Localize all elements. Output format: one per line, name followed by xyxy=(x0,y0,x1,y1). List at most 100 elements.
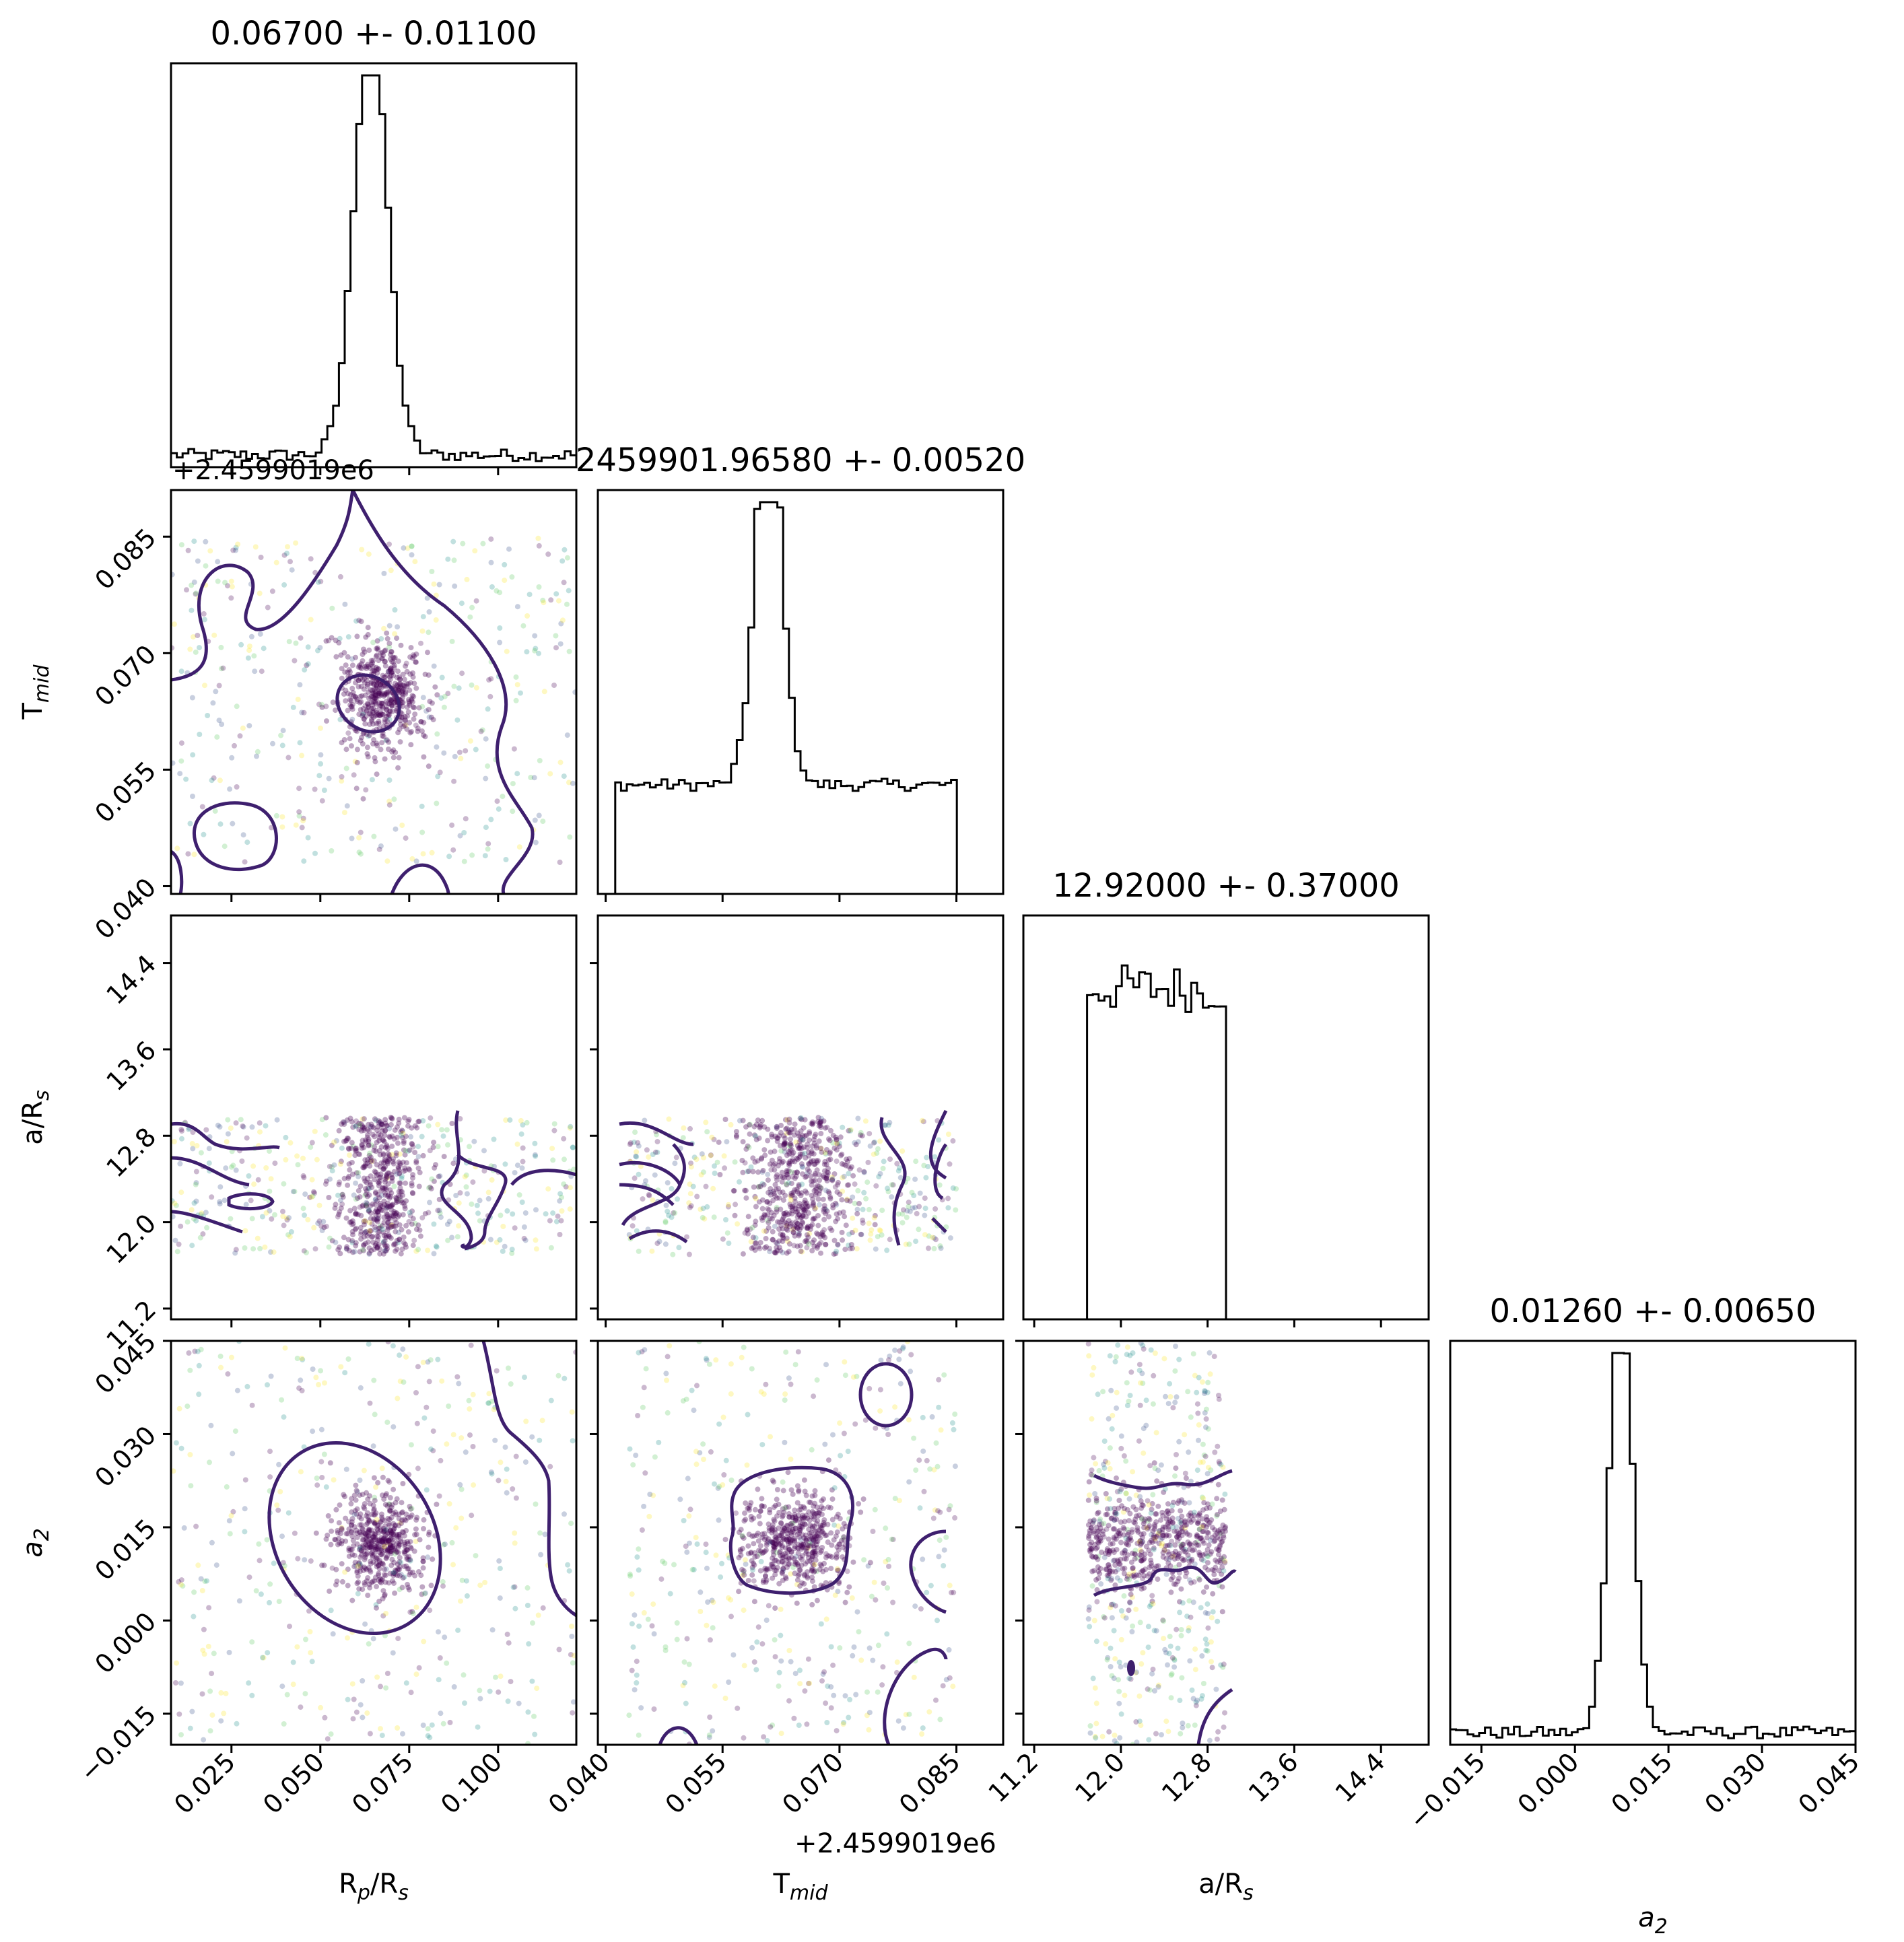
scatter-point xyxy=(355,1489,360,1495)
scatter-point xyxy=(1102,1459,1108,1465)
scatter-point xyxy=(1202,1610,1209,1616)
scatter-point xyxy=(1161,1618,1167,1624)
scatter-point xyxy=(349,1597,355,1603)
scatter-point xyxy=(392,681,398,687)
scatter-point xyxy=(400,1481,406,1486)
scatter-point xyxy=(813,1533,819,1539)
scatter-point xyxy=(435,1208,441,1214)
scatter-point xyxy=(361,1163,367,1169)
scatter-point xyxy=(916,1226,922,1233)
scatter-point xyxy=(366,689,371,695)
scatter-point xyxy=(806,1137,812,1143)
scatter-point xyxy=(415,728,421,734)
scatter-point xyxy=(387,667,393,673)
scatter-point xyxy=(477,1198,483,1204)
scatter-point xyxy=(820,1568,826,1574)
scatter-point xyxy=(864,1179,871,1185)
scatter-point xyxy=(860,1220,866,1226)
scatter-point xyxy=(351,1192,357,1198)
scatter-point xyxy=(919,1731,925,1737)
scatter-point xyxy=(536,584,542,590)
scatter-point xyxy=(407,687,413,693)
scatter-point xyxy=(846,1128,852,1134)
scatter-point xyxy=(385,1160,390,1167)
scatter-point xyxy=(373,1241,379,1247)
scatter-point xyxy=(788,1530,794,1536)
scatter-point xyxy=(828,1705,834,1711)
scatter-point xyxy=(377,709,383,715)
scatter-point xyxy=(829,1487,835,1493)
scatter-point xyxy=(377,1223,383,1229)
scatter-point xyxy=(557,1191,564,1197)
scatter-point xyxy=(755,1184,761,1190)
scatter-point xyxy=(413,685,419,691)
scatter-point xyxy=(179,1128,184,1134)
scatter-point xyxy=(374,1162,380,1168)
scatter-point xyxy=(796,1571,803,1577)
scatter-point xyxy=(1087,1518,1093,1524)
scatter-point xyxy=(399,1128,405,1134)
scatter-point xyxy=(809,1150,815,1156)
scatter-point xyxy=(371,1551,377,1557)
scatter-point xyxy=(749,1533,755,1539)
scatter-point xyxy=(383,706,389,712)
scatter-point xyxy=(358,1516,364,1522)
scatter-point xyxy=(411,1548,417,1554)
scatter-point xyxy=(1105,1655,1111,1661)
scatter-point xyxy=(776,1550,782,1556)
scatter-point xyxy=(240,725,246,731)
scatter-point xyxy=(347,1219,353,1225)
scatter-point xyxy=(376,1530,382,1536)
scatter-point xyxy=(497,1595,503,1601)
scatter-point xyxy=(384,1212,390,1218)
scatter-point xyxy=(786,1127,792,1133)
scatter-point xyxy=(401,1168,407,1174)
scatter-point xyxy=(365,1514,371,1520)
scatter-point xyxy=(897,1381,904,1387)
scatter-point xyxy=(759,1206,766,1212)
scatter-point xyxy=(664,1377,669,1383)
scatter-point xyxy=(666,1212,672,1218)
scatter-point xyxy=(363,1202,369,1208)
scatter-point xyxy=(775,1219,780,1225)
scatter-point xyxy=(849,1595,855,1601)
scatter-point xyxy=(251,653,257,659)
scatter-point xyxy=(202,1579,208,1585)
scatter-point xyxy=(187,646,193,652)
scatter-point xyxy=(366,551,372,557)
scatter-point xyxy=(372,1494,378,1500)
scatter-point xyxy=(361,1116,367,1122)
scatter-point xyxy=(372,668,378,674)
scatter-point xyxy=(388,1213,395,1219)
scatter-point xyxy=(483,825,489,831)
scatter-point xyxy=(356,849,362,856)
scatter-point xyxy=(386,1538,393,1544)
scatter-point xyxy=(1103,1512,1109,1517)
scatter-point xyxy=(570,1699,576,1705)
scatter-point xyxy=(1208,1467,1214,1473)
scatter-point xyxy=(378,650,384,656)
scatter-point xyxy=(1087,1492,1093,1498)
scatter-point xyxy=(1125,1552,1130,1558)
scatter-point xyxy=(372,1543,378,1549)
scatter-point xyxy=(386,1170,392,1176)
scatter-point xyxy=(373,1196,379,1202)
scatter-point xyxy=(765,1126,771,1132)
scatter-point xyxy=(1116,1531,1122,1536)
scatter-point xyxy=(426,1531,432,1537)
scatter-point xyxy=(373,1602,379,1608)
scatter-point xyxy=(683,1544,689,1550)
scatter-point xyxy=(345,1136,350,1141)
scatter-point xyxy=(562,547,568,553)
scatter-point xyxy=(181,1525,187,1531)
scatter-point xyxy=(798,1134,804,1140)
scatter-point xyxy=(509,1247,515,1253)
scatter-point xyxy=(368,1558,374,1564)
scatter-point xyxy=(377,1579,383,1585)
scatter-point xyxy=(749,1245,755,1251)
scatter-point xyxy=(385,1538,391,1544)
histogram-a2 xyxy=(1450,1352,1856,1739)
scatter-point xyxy=(816,1510,822,1516)
scatter-point xyxy=(780,1554,786,1560)
scatter-point xyxy=(449,1121,455,1126)
